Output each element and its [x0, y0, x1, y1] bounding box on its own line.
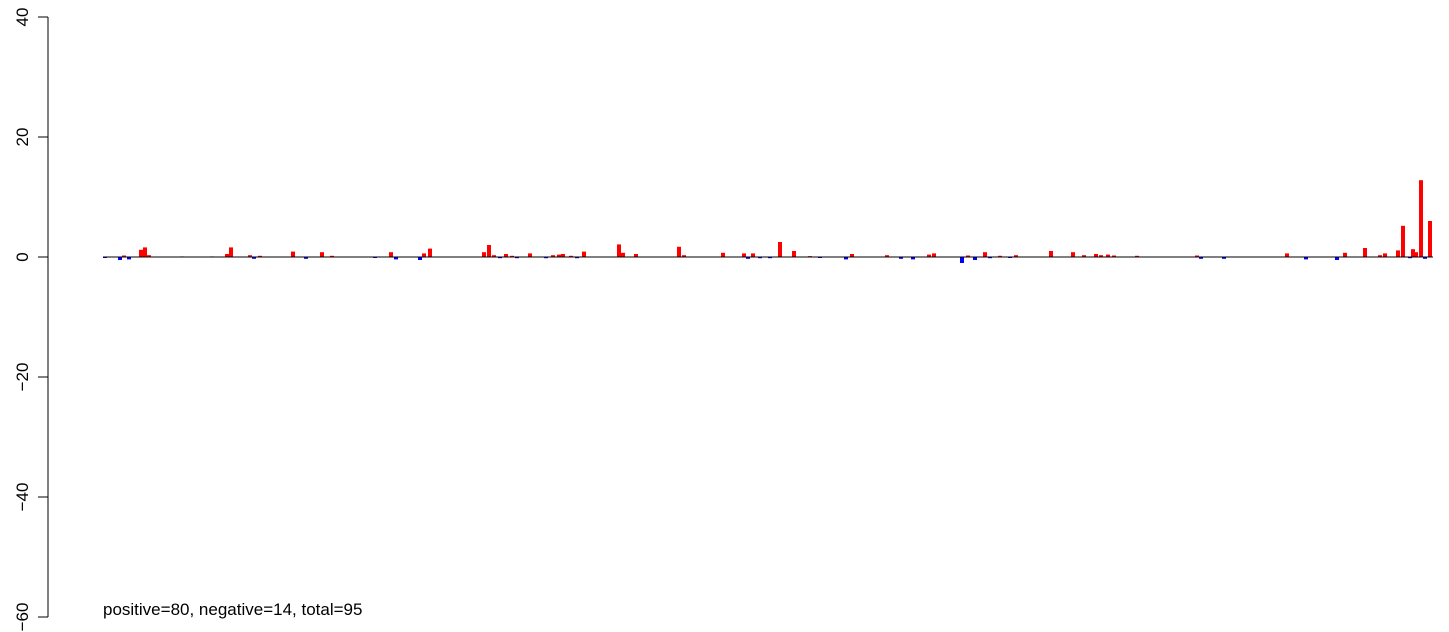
negative-bar: [1199, 257, 1203, 259]
positive-bar: [677, 246, 681, 257]
negative-bar: [960, 257, 964, 263]
positive-bar: [885, 255, 889, 257]
negative-bar: [768, 257, 772, 259]
negative-bar: [418, 257, 422, 260]
positive-bar: [528, 253, 532, 257]
negative-bar: [746, 257, 750, 259]
negative-bar: [127, 257, 131, 260]
positive-bar: [1363, 248, 1367, 257]
positive-bar: [778, 242, 782, 257]
positive-bar: [1094, 254, 1098, 257]
positive-bar: [1195, 255, 1199, 257]
positive-bar: [682, 255, 686, 257]
positive-bar: [122, 255, 126, 257]
positive-bar: [422, 253, 426, 257]
positive-bar: [966, 255, 970, 257]
negative-bar: [973, 257, 977, 260]
positive-bar: [998, 255, 1002, 257]
positive-bar: [1428, 221, 1432, 257]
positive-bar: [557, 254, 561, 257]
positive-bar: [932, 253, 936, 257]
positive-bar: [248, 255, 252, 257]
positive-bar: [482, 252, 486, 257]
positive-bar: [291, 251, 295, 257]
positive-bar: [1414, 252, 1418, 257]
negative-bar: [394, 257, 398, 260]
negative-bar: [1408, 257, 1412, 259]
negative-bar: [1304, 257, 1308, 260]
positive-bar: [551, 255, 555, 257]
positive-bar: [1099, 255, 1103, 257]
positive-bar: [1343, 252, 1347, 257]
negative-bar: [304, 257, 308, 259]
positive-bar: [510, 255, 514, 257]
positive-bar: [330, 255, 334, 257]
positive-bar: [927, 254, 931, 257]
positive-bar: [983, 252, 987, 257]
negative-bar: [498, 257, 502, 259]
bars-layer: [103, 180, 1432, 263]
positive-bar: [617, 244, 621, 257]
negative-bar: [988, 257, 992, 259]
positive-bar: [147, 255, 151, 257]
negative-bar: [1335, 257, 1339, 260]
positive-bar: [143, 247, 147, 257]
positive-bar: [1396, 250, 1400, 257]
positive-bar: [389, 252, 393, 257]
positive-bar: [1112, 255, 1116, 257]
positive-bar: [850, 254, 854, 257]
negative-bar: [1423, 257, 1427, 259]
negative-bar: [844, 257, 848, 260]
positive-bar: [569, 255, 573, 257]
y-axis: 40 20 0 −20 −40 −60: [13, 8, 49, 632]
negative-bar: [911, 257, 915, 260]
positive-bar: [504, 254, 508, 257]
positive-bar: [1082, 255, 1086, 257]
negative-bar: [899, 257, 903, 259]
negative-bar: [575, 257, 579, 259]
y-tick-label: 20: [13, 128, 32, 147]
positive-bar: [320, 252, 324, 257]
negative-bar: [544, 257, 548, 259]
positive-bar: [1285, 253, 1289, 257]
positive-bar: [561, 254, 565, 257]
y-tick-label: −40: [13, 483, 32, 512]
positive-bar: [792, 251, 796, 257]
positive-bar: [1378, 255, 1382, 257]
y-tick-label: 0: [13, 252, 32, 261]
negative-bar: [1222, 257, 1226, 259]
summary-annotation: positive=80, negative=14, total=95: [103, 600, 362, 619]
positive-bar: [1014, 255, 1018, 257]
positive-bar: [492, 255, 496, 257]
positive-bar: [258, 255, 262, 257]
y-tick-label: 40: [13, 8, 32, 27]
positive-bar: [721, 252, 725, 257]
positive-bar: [1106, 254, 1110, 257]
positive-bar: [225, 254, 229, 257]
positive-bar: [1383, 253, 1387, 257]
positive-bar: [139, 249, 143, 257]
positive-bar: [582, 251, 586, 257]
positive-bar: [621, 252, 625, 257]
negative-bar: [515, 257, 519, 259]
negative-bar: [252, 257, 256, 259]
positive-bar: [229, 247, 233, 257]
y-tick-label: −60: [13, 603, 32, 632]
positive-bar: [634, 254, 638, 257]
positive-bar: [1419, 180, 1423, 257]
positive-bar: [1411, 249, 1415, 257]
negative-bar: [758, 257, 762, 259]
negative-bar: [118, 257, 122, 260]
y-tick-label: −20: [13, 363, 32, 392]
positive-bar: [1049, 251, 1053, 257]
positive-bar: [751, 253, 755, 257]
positive-bar: [1135, 255, 1139, 257]
positive-bar: [742, 253, 746, 257]
positive-bar: [1071, 252, 1075, 257]
positive-bar: [487, 245, 491, 257]
positive-bar: [428, 248, 432, 257]
positive-bar: [1401, 225, 1405, 257]
